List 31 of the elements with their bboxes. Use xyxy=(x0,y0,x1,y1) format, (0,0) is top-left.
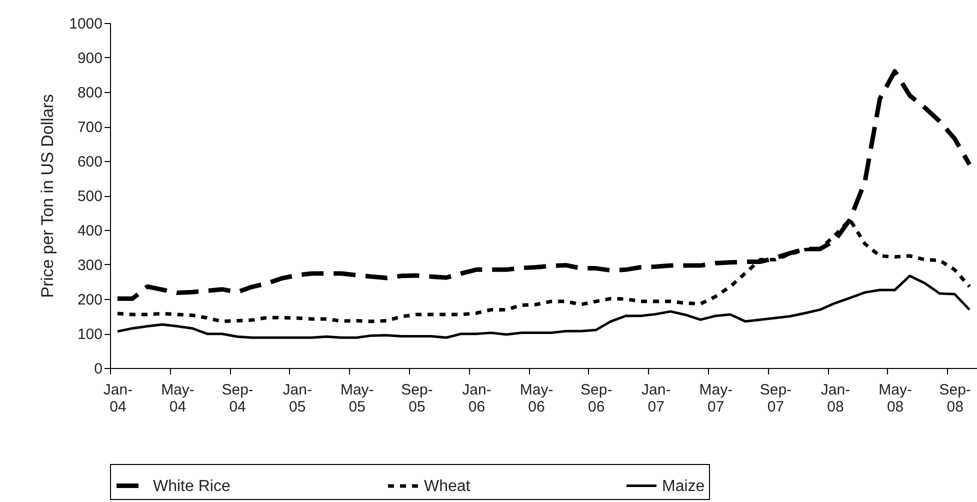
legend-label: Wheat xyxy=(424,478,471,495)
x-tick-label: Jan-05 xyxy=(282,382,312,416)
y-tick-label: 700 xyxy=(77,119,102,136)
y-tick-label: 200 xyxy=(77,292,102,308)
x-tick-label: Jan-07 xyxy=(642,382,671,416)
legend-label: Maize xyxy=(662,478,705,495)
legend-label: White Rice xyxy=(153,478,230,495)
x-tick-label: Jan-04 xyxy=(103,382,133,416)
x-tick-label: May-06 xyxy=(520,382,554,416)
x-tick-label: Sep-05 xyxy=(401,382,433,416)
x-tick-label: May-08 xyxy=(878,382,912,416)
y-tick-label: 1000 xyxy=(69,16,102,32)
x-tick-label: May-07 xyxy=(699,382,733,416)
x-tick-label: Sep-07 xyxy=(760,382,792,416)
y-tick-label: 500 xyxy=(77,188,102,205)
y-tick-label: 900 xyxy=(77,50,102,67)
y-tick-label: 400 xyxy=(77,222,102,240)
x-tick-label: May-04 xyxy=(161,382,194,416)
x-tick-label: Jan-08 xyxy=(820,382,850,416)
y-tick-label: 800 xyxy=(77,84,102,102)
x-tick-label: Sep-08 xyxy=(939,382,971,416)
line-series xyxy=(116,274,971,339)
y-tick-label: 600 xyxy=(77,154,102,170)
x-tick-label: Sep-06 xyxy=(580,382,612,416)
y-tick-label: 100 xyxy=(77,326,102,343)
y-tick-label: 300 xyxy=(77,257,102,274)
x-tick-label: Jan-06 xyxy=(462,382,492,416)
x-tick-label: May-05 xyxy=(340,382,374,416)
y-tick-label: 0 xyxy=(94,360,102,378)
x-tick-label: Sep-04 xyxy=(222,382,254,416)
y-axis-title: Price per Ton in US Dollars xyxy=(38,94,58,298)
